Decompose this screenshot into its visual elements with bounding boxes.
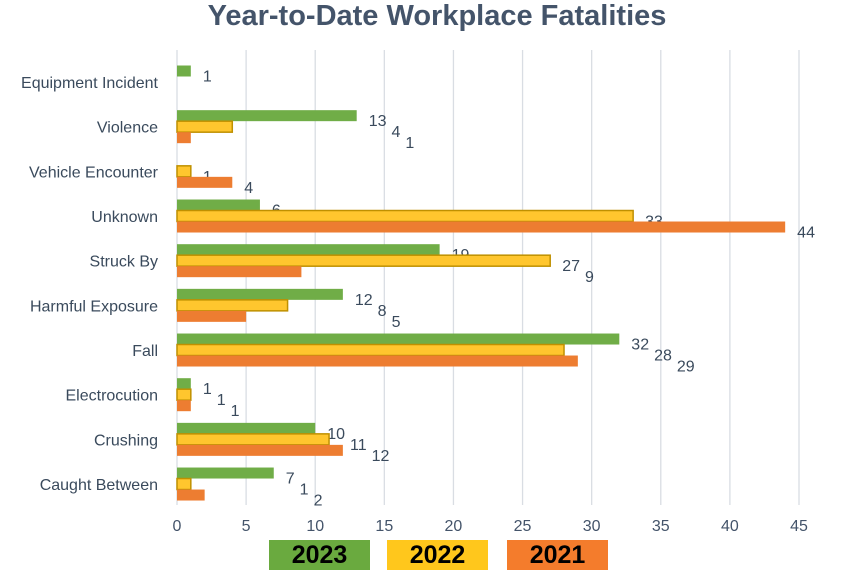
legend-item-2023: 2023	[269, 540, 370, 570]
bar-2022	[176, 299, 289, 312]
x-tick-label: 0	[173, 518, 182, 535]
x-tick-label: 20	[445, 518, 463, 535]
data-label: 1	[300, 482, 309, 499]
category-label: Crushing	[94, 432, 158, 449]
data-label: 28	[654, 348, 672, 365]
x-tick-label: 5	[242, 518, 251, 535]
data-label: 44	[797, 225, 815, 242]
bar-2021	[177, 221, 786, 233]
category-label: Vehicle Encounter	[29, 164, 159, 181]
bar-2023	[177, 110, 357, 122]
x-tick-label: 30	[583, 518, 601, 535]
x-tick-label: 25	[514, 518, 532, 535]
data-label: 9	[585, 269, 594, 286]
data-label: 29	[677, 359, 695, 376]
bar-2023	[177, 65, 191, 77]
data-label: 32	[631, 337, 649, 354]
data-label: 13	[369, 113, 387, 130]
bar-2023	[177, 467, 274, 479]
x-tick-label: 40	[721, 518, 739, 535]
category-label: Fall	[132, 343, 158, 360]
x-tick-label: 10	[306, 518, 324, 535]
bar-2021	[177, 355, 578, 367]
data-label: 1	[217, 392, 226, 409]
bar-2021	[177, 444, 343, 456]
bar-2022	[176, 477, 192, 491]
bar-2023	[177, 244, 440, 256]
x-tick-label: 45	[790, 518, 808, 535]
bar-2021	[177, 132, 191, 144]
category-label: Caught Between	[40, 477, 158, 494]
data-label: 11	[350, 437, 367, 454]
bar-2023	[177, 199, 260, 211]
data-label: 27	[562, 258, 580, 275]
bar-2022	[176, 343, 565, 357]
data-label: 8	[378, 303, 387, 320]
bar-2023	[177, 422, 316, 434]
data-label: 1	[203, 69, 212, 86]
category-label: Struck By	[90, 254, 158, 271]
bar-2023	[177, 333, 620, 345]
category-label: Unknown	[91, 209, 158, 226]
data-label: 4	[391, 124, 400, 141]
legend-item-2022: 2022	[387, 540, 488, 570]
bar-2022	[176, 388, 192, 401]
category-label: Harmful Exposure	[30, 298, 158, 315]
bar-2022	[176, 433, 330, 446]
chart-title: Year-to-Date Workplace Fatalities	[207, 0, 667, 32]
data-label: 4	[244, 180, 253, 197]
bar-2023	[177, 378, 191, 390]
category-label: Violence	[97, 120, 158, 137]
bar-2021	[177, 489, 205, 501]
bar-2022	[176, 165, 192, 178]
bar-2021	[177, 310, 247, 322]
bar-2021	[177, 400, 191, 412]
data-label: 12	[372, 448, 390, 465]
x-tick-label: 35	[652, 518, 670, 535]
data-label: 7	[286, 471, 295, 488]
bar-2022	[176, 209, 634, 223]
bar-2023	[177, 288, 343, 300]
data-label: 1	[405, 135, 414, 152]
data-label: 1	[231, 403, 240, 420]
data-label: 1	[203, 381, 212, 398]
category-label: Electrocution	[66, 388, 159, 405]
bar-2021	[177, 176, 233, 188]
bar-2022	[176, 120, 234, 133]
data-label: 5	[392, 314, 401, 331]
x-tick-label: 15	[375, 518, 393, 535]
data-label: 10	[327, 426, 345, 443]
category-label: Equipment Incident	[21, 75, 159, 92]
legend-item-2021: 2021	[507, 540, 608, 570]
bar-2022	[176, 254, 551, 267]
bar-2021	[177, 266, 302, 278]
data-label: 2	[314, 493, 323, 510]
data-label: 12	[355, 292, 373, 309]
